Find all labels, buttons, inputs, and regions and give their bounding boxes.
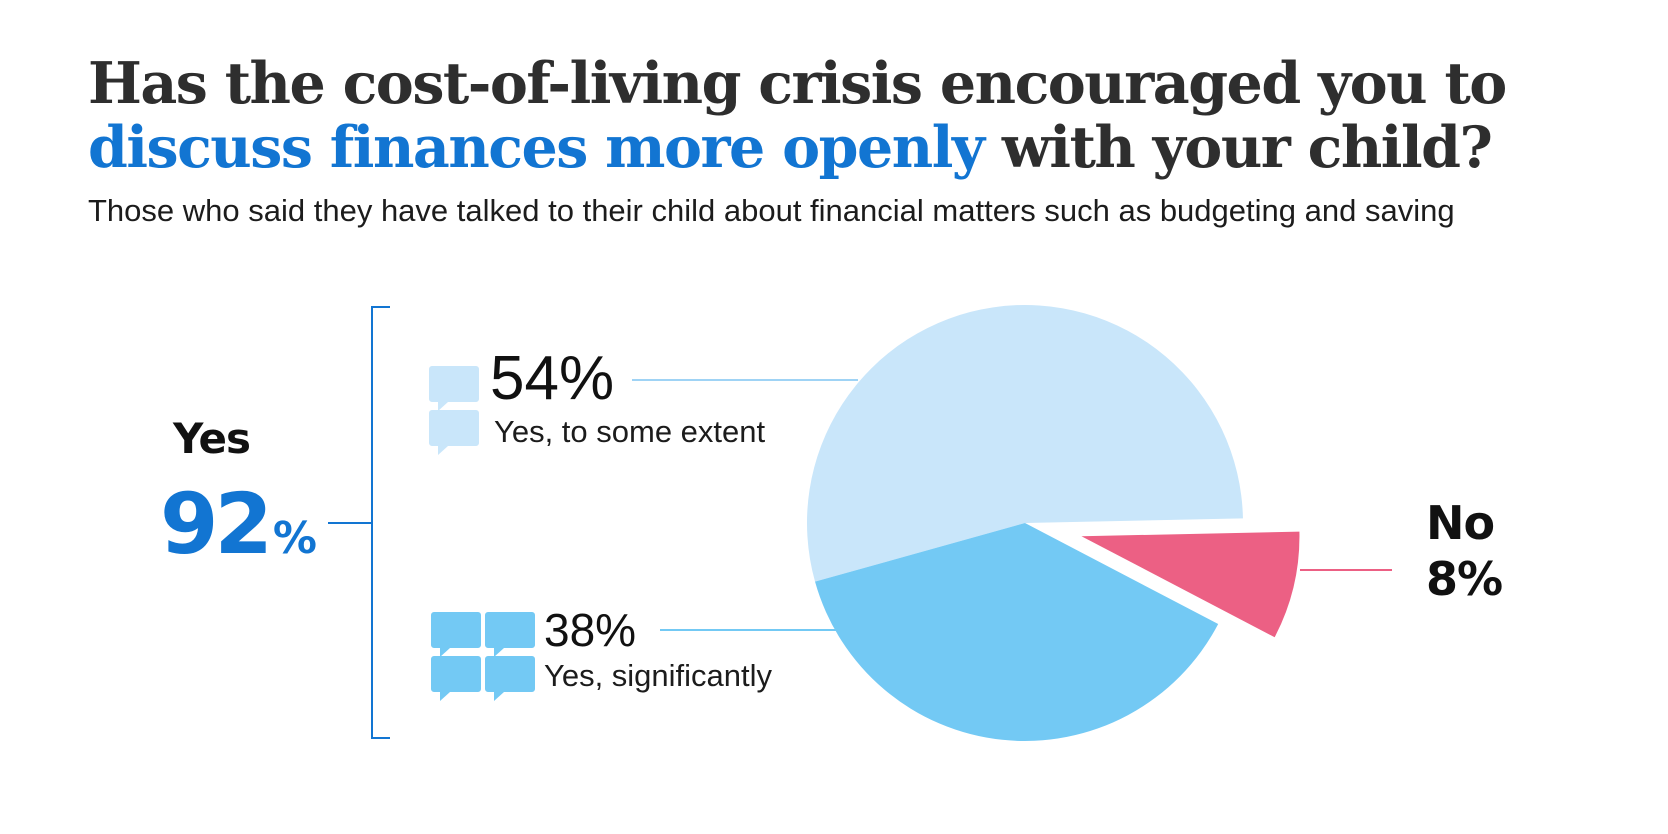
yes-group-unit: % [272,513,317,564]
speech-bubbles-significantly-icon [431,612,535,701]
slice-label-significantly: Yes, significantly [544,658,773,693]
no-label-text: No [1426,496,1495,550]
chart-title: Has the cost-of-living crisis encouraged… [88,50,1507,181]
slice-value-some-extent: 54% [490,344,615,413]
yes-group-label: Yes [173,414,251,463]
yes-bracket [371,306,390,739]
pie-slice-no [1081,531,1300,638]
slice-label-no: No 8% [1426,495,1566,607]
speech-bubbles-some-extent-icon [429,366,479,455]
title-line-2: with your child? [983,114,1493,181]
no-label-value: 8% [1426,552,1503,606]
slice-label-some-extent: Yes, to some extent [494,414,766,449]
pie-slice-yes-to-some-extent [807,304,1243,582]
chart-subtitle: Those who said they have talked to their… [88,193,1455,228]
pie-slice-yes-significantly [815,523,1219,741]
title-highlight: discuss finances more openly [88,114,985,181]
yes-group-number: 92 [160,475,273,573]
yes-group-value: 92% [160,475,317,573]
title-line-1: Has the cost-of-living crisis encouraged… [88,50,1507,117]
pie-slices [807,304,1300,741]
slice-value-significantly: 38% [544,604,637,656]
